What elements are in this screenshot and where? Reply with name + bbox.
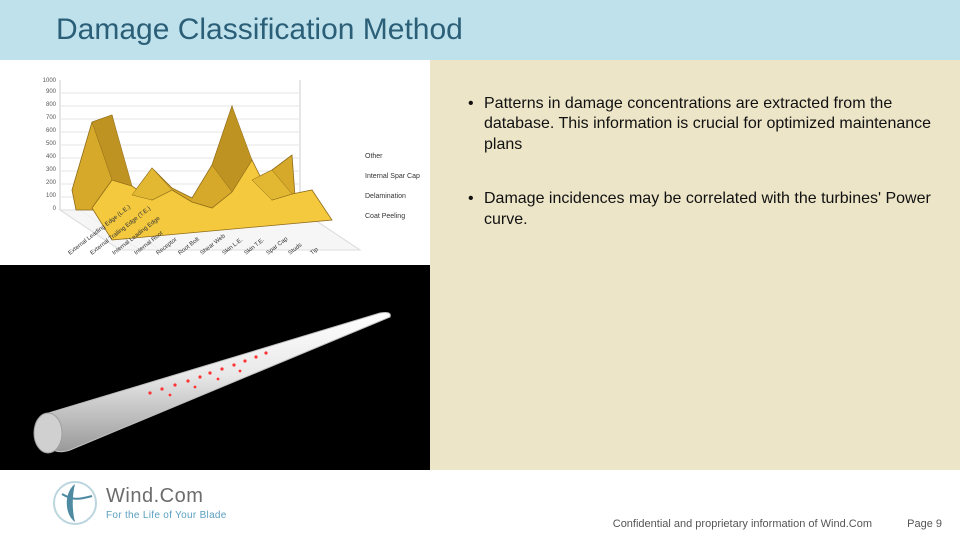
title-bar: Damage Classification Method: [0, 0, 960, 60]
blade-render: [0, 265, 430, 470]
blade-body: [35, 313, 390, 452]
svg-text:Delamination: Delamination: [365, 193, 406, 200]
chart-z-labels: Other Internal Spar Cap Delamination Coa…: [365, 153, 420, 220]
left-column: 0 100 200 300 400 500 600 700 800 900 10…: [0, 60, 430, 470]
confidential-text: Confidential and proprietary information…: [613, 518, 872, 530]
svg-text:900: 900: [46, 89, 57, 95]
content-area: 0 100 200 300 400 500 600 700 800 900 10…: [0, 60, 960, 470]
svg-text:500: 500: [46, 141, 57, 147]
svg-text:Other: Other: [365, 153, 383, 160]
page-number: Page 9: [907, 518, 942, 530]
right-column: Patterns in damage concentrations are ex…: [430, 60, 960, 470]
bullet-item: Damage incidences may be correlated with…: [468, 189, 932, 230]
logo-name: Wind.Com: [106, 485, 227, 508]
logo: Wind.Com For the Life of Your Blade: [52, 480, 227, 526]
chart-3d-surface: 0 100 200 300 400 500 600 700 800 900 10…: [0, 60, 430, 265]
svg-text:100: 100: [46, 193, 57, 199]
svg-text:700: 700: [46, 115, 57, 121]
bullet-list: Patterns in damage concentrations are ex…: [468, 94, 932, 230]
blade-svg: [0, 265, 430, 470]
page-title: Damage Classification Method: [56, 13, 463, 47]
svg-text:Internal Spar Cap: Internal Spar Cap: [365, 173, 420, 180]
svg-text:0: 0: [53, 206, 57, 212]
logo-icon: [52, 480, 98, 526]
blade-root: [34, 413, 62, 453]
svg-text:1000: 1000: [43, 78, 57, 84]
svg-text:Coat Peeling: Coat Peeling: [365, 213, 405, 220]
bullet-item: Patterns in damage concentrations are ex…: [468, 94, 932, 155]
svg-text:200: 200: [46, 180, 57, 186]
svg-text:600: 600: [46, 128, 57, 134]
svg-text:400: 400: [46, 154, 57, 160]
chart-svg: 0 100 200 300 400 500 600 700 800 900 10…: [0, 60, 430, 265]
logo-tagline: For the Life of Your Blade: [106, 510, 227, 521]
svg-text:800: 800: [46, 102, 57, 108]
footer: Wind.Com For the Life of Your Blade Conf…: [0, 470, 960, 540]
svg-text:300: 300: [46, 167, 57, 173]
